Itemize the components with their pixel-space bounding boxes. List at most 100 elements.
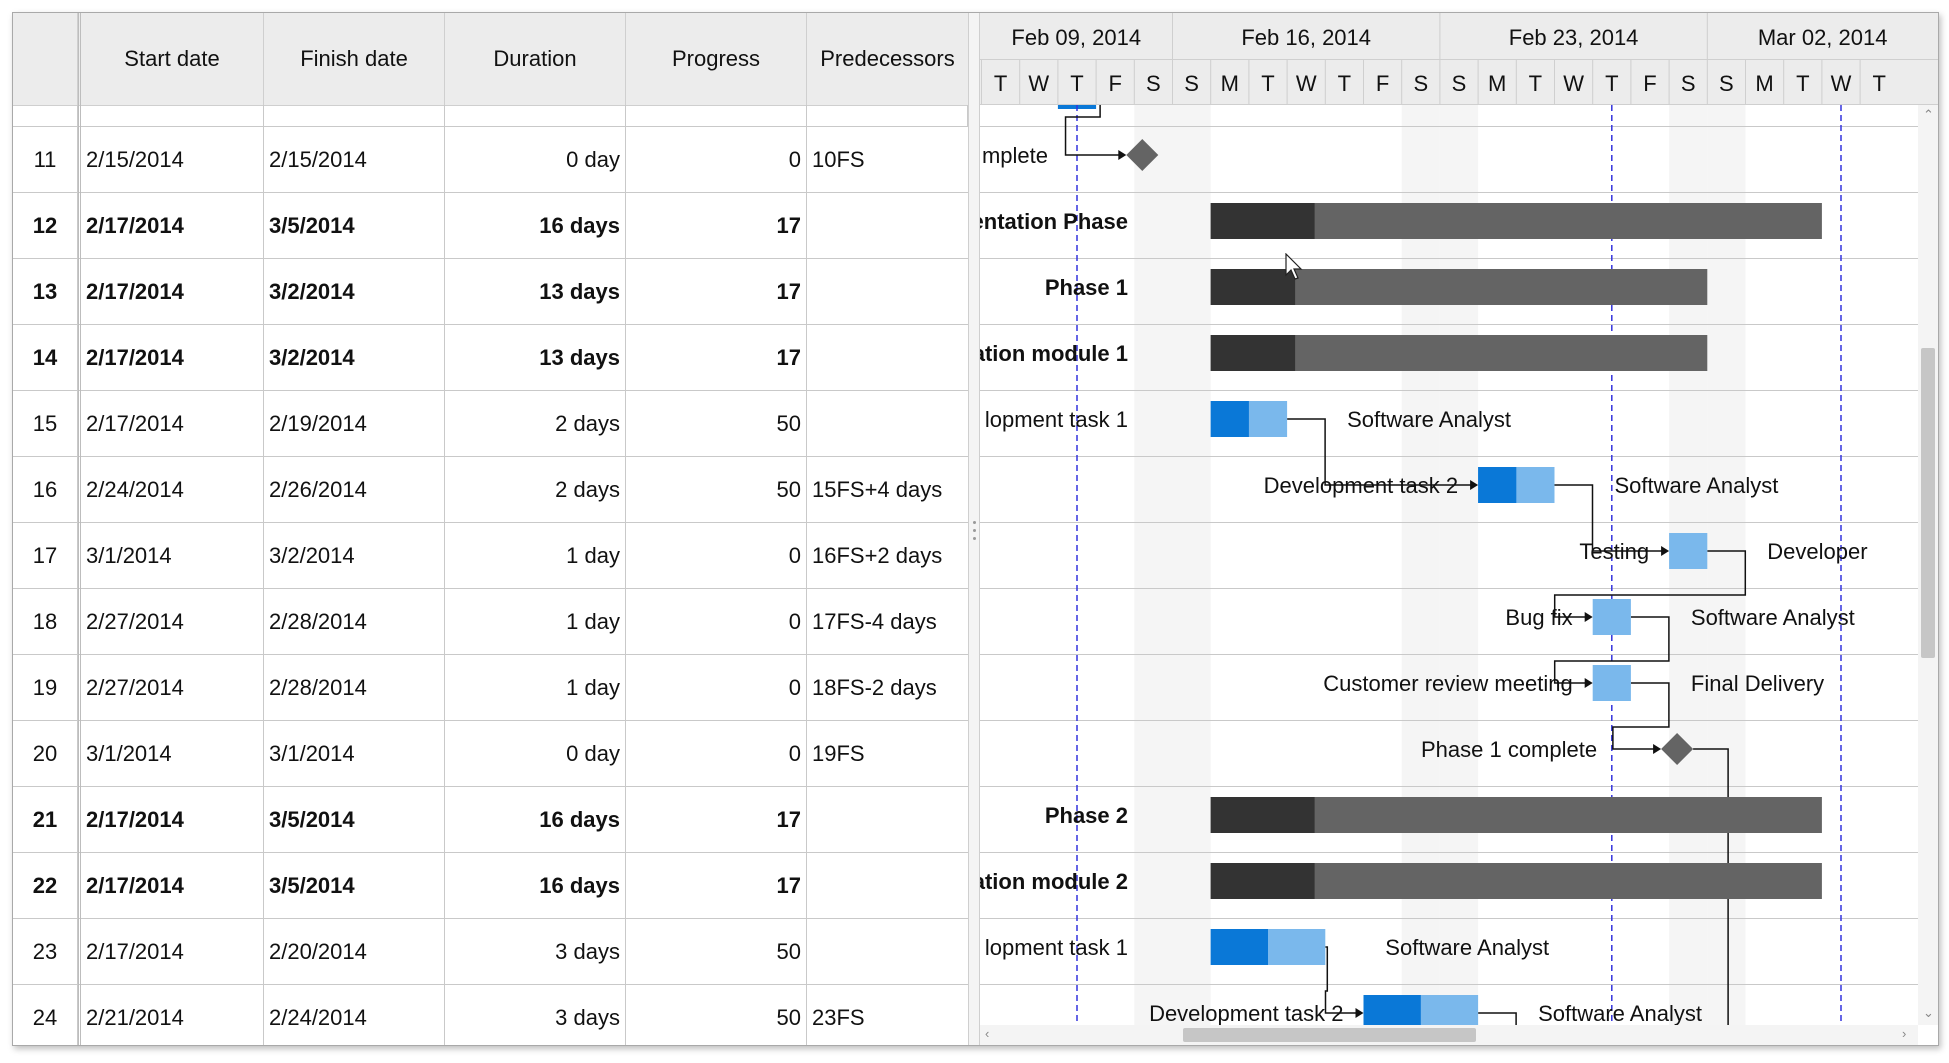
summary-progress xyxy=(1210,797,1315,833)
table-row[interactable]: 21 2/17/2014 3/5/2014 16 days 17 xyxy=(13,787,968,853)
header-id[interactable] xyxy=(13,13,78,105)
task-label: Final Delivery xyxy=(1691,671,1824,696)
day-label: M xyxy=(1221,71,1239,96)
task-label: Software Analyst xyxy=(1385,935,1549,960)
summary-progress xyxy=(1210,335,1296,371)
header-finish-date[interactable]: Finish date xyxy=(264,13,445,105)
chevron-up-icon[interactable]: ⌃ xyxy=(1923,107,1934,122)
cell-duration: 2 days xyxy=(445,457,626,523)
task-label: Phase 1 complete xyxy=(1421,737,1597,762)
day-label: S xyxy=(1146,71,1161,96)
task-label: Developer xyxy=(1767,539,1867,564)
header-duration[interactable]: Duration xyxy=(445,13,626,105)
cell-start-date: 2/17/2014 xyxy=(81,391,264,457)
table-row[interactable]: 17 3/1/2014 3/2/2014 1 day 0 16FS+2 days xyxy=(13,523,968,589)
day-label: T xyxy=(1070,71,1083,96)
cell-start-date: 2/17/2014 xyxy=(81,853,264,919)
task-label: entation Phase xyxy=(980,209,1128,234)
task-label: Customer review meeting xyxy=(1323,671,1572,696)
cell-start-date: 2/15/2014 xyxy=(81,127,264,193)
milestone-diamond xyxy=(1661,733,1694,765)
task-label: Software Analyst xyxy=(1347,407,1511,432)
chevron-down-icon[interactable]: ⌄ xyxy=(1923,1005,1934,1020)
task-bar xyxy=(1669,533,1708,569)
day-label: S xyxy=(1452,71,1467,96)
cell-id: 19 xyxy=(13,655,78,721)
cell-duration: 1 day xyxy=(445,589,626,655)
table-row[interactable]: 14 2/17/2014 3/2/2014 13 days 17 xyxy=(13,325,968,391)
cell-start-date: 2/17/2014 xyxy=(81,787,264,853)
task-label: Phase 2 xyxy=(1045,803,1128,828)
chevron-left-icon[interactable]: ‹ xyxy=(985,1026,990,1041)
grip-dot xyxy=(973,521,976,524)
cell-id: 12 xyxy=(13,193,78,259)
cell-start-date: 2/17/2014 xyxy=(81,259,264,325)
header-start-date[interactable]: Start date xyxy=(81,13,264,105)
cell-progress: 50 xyxy=(626,985,807,1045)
cell-start-date: 3/1/2014 xyxy=(81,721,264,787)
chevron-right-icon[interactable]: › xyxy=(1902,1026,1907,1041)
cell-start-date: 2/17/2014 xyxy=(81,193,264,259)
cell-id: 18 xyxy=(13,589,78,655)
table-row[interactable]: 19 2/27/2014 2/28/2014 1 day 0 18FS-2 days xyxy=(13,655,968,721)
cell-progress: 50 xyxy=(626,391,807,457)
table-row[interactable]: 13 2/17/2014 3/2/2014 13 days 17 xyxy=(13,259,968,325)
cell-start-date: 2/24/2014 xyxy=(81,457,264,523)
table-row[interactable]: 20 3/1/2014 3/1/2014 0 day 0 19FS xyxy=(13,721,968,787)
week-label: Feb 16, 2014 xyxy=(1241,25,1371,50)
task-label: Software Analyst xyxy=(1538,1001,1702,1026)
connector-arrowhead xyxy=(1653,744,1662,754)
table-row[interactable]: 15 2/17/2014 2/19/2014 2 days 50 xyxy=(13,391,968,457)
cell-progress xyxy=(626,105,807,127)
cell-progress: 17 xyxy=(626,193,807,259)
table-row[interactable] xyxy=(13,105,968,127)
weekend-column xyxy=(1172,105,1211,1045)
cell-id: 15 xyxy=(13,391,78,457)
column-separator xyxy=(78,13,81,1045)
horizontal-scroll-thumb[interactable] xyxy=(1183,1028,1476,1042)
task-label: Software Analyst xyxy=(1615,473,1779,498)
splitter[interactable] xyxy=(968,13,980,1045)
cell-id: 14 xyxy=(13,325,78,391)
cell-duration: 2 days xyxy=(445,391,626,457)
cell-id: 16 xyxy=(13,457,78,523)
cell-progress: 17 xyxy=(626,787,807,853)
cell-predecessors xyxy=(807,259,968,325)
cell-progress: 17 xyxy=(626,853,807,919)
summary-progress xyxy=(1210,269,1296,305)
task-label: Development task 2 xyxy=(1264,473,1458,498)
cell-progress: 0 xyxy=(626,523,807,589)
cell-predecessors: 18FS-2 days xyxy=(812,675,937,700)
cell-duration: 0 day xyxy=(445,127,626,193)
dependency-connector xyxy=(1064,105,1125,156)
vertical-scrollbar[interactable]: ⌃ ⌄ xyxy=(1918,105,1938,1025)
dependency-connector xyxy=(1554,484,1668,552)
cell-duration: 13 days xyxy=(445,259,626,325)
weekend-column xyxy=(1669,105,1708,1045)
header-progress[interactable]: Progress xyxy=(626,13,807,105)
table-row[interactable]: 16 2/24/2014 2/26/2014 2 days 50 15FS+4 days xyxy=(13,457,968,523)
table-row[interactable]: 18 2/27/2014 2/28/2014 1 day 0 17FS-4 days xyxy=(13,589,968,655)
connector-arrowhead xyxy=(1661,546,1670,556)
cell-duration: 3 days xyxy=(445,919,626,985)
table-row[interactable]: 11 2/15/2014 2/15/2014 0 day 0 10FS xyxy=(13,127,968,193)
cell-duration: 1 day xyxy=(445,523,626,589)
table-row[interactable]: 12 2/17/2014 3/5/2014 16 days 17 xyxy=(13,193,968,259)
table-row[interactable]: 23 2/17/2014 2/20/2014 3 days 50 xyxy=(13,919,968,985)
day-label: S xyxy=(1413,71,1428,96)
day-label: S xyxy=(1681,71,1696,96)
table-row[interactable]: 24 2/21/2014 2/24/2014 3 days 50 23FS xyxy=(13,985,968,1045)
day-label: F xyxy=(1643,71,1656,96)
header-predecessors[interactable]: Predecessors xyxy=(820,46,955,71)
dependency-connector xyxy=(1553,616,1670,684)
vertical-scroll-thumb[interactable] xyxy=(1921,348,1935,658)
task-grid: Start date Finish date Duration Progress… xyxy=(13,13,968,1045)
cell-duration: 1 day xyxy=(445,655,626,721)
horizontal-scrollbar[interactable]: ‹ › xyxy=(980,1025,1918,1045)
task-bar xyxy=(1592,665,1631,701)
cell-progress: 50 xyxy=(626,457,807,523)
day-label: W xyxy=(1831,71,1852,96)
cell-predecessors xyxy=(807,787,968,853)
connector-arrowhead xyxy=(1584,678,1593,688)
table-row[interactable]: 22 2/17/2014 3/5/2014 16 days 17 xyxy=(13,853,968,919)
